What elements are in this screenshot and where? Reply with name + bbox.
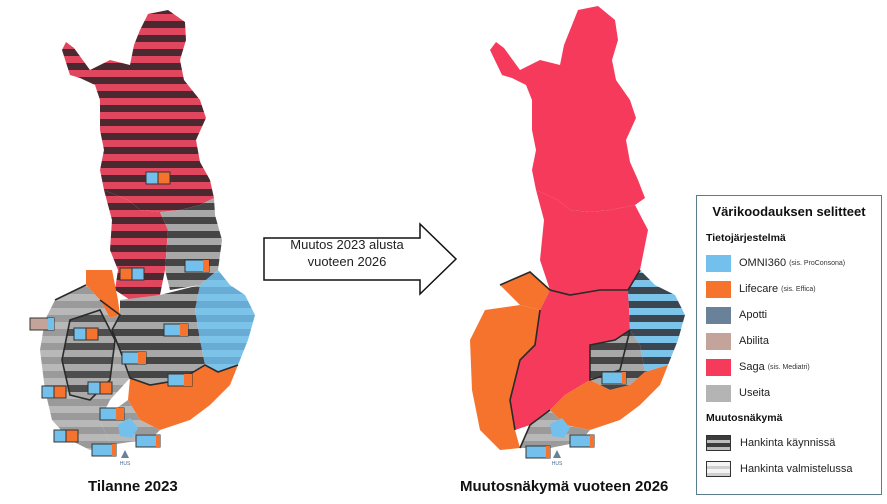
legend-pattern-preparing: Hankinta valmistelussa bbox=[706, 460, 853, 478]
swatch-omni360 bbox=[706, 254, 731, 272]
hus-marker-icon bbox=[121, 450, 129, 458]
region-central-ostrobothnia bbox=[86, 270, 120, 318]
legend-item-lifecare: Lifecare (sis. Effica) bbox=[706, 280, 816, 298]
region-north-karelia bbox=[195, 270, 255, 372]
swatch-apotti bbox=[706, 306, 731, 324]
map-2023: HUS bbox=[29, 10, 255, 467]
arrow-line-1: Muutos 2023 alusta bbox=[290, 237, 404, 252]
hus-marker-icon bbox=[553, 450, 561, 458]
arrow-label: Muutos 2023 alusta vuoteen 2026 bbox=[262, 236, 432, 270]
legend-section-change: Muutosnäkymä bbox=[706, 412, 783, 424]
region-north-ostrobothnia bbox=[536, 190, 648, 295]
region-south-east bbox=[550, 365, 668, 430]
arrow-shape bbox=[263, 222, 458, 296]
hus-label: HUS bbox=[120, 461, 131, 467]
legend-title: Värikoodauksen selitteet bbox=[712, 204, 866, 219]
region-hus bbox=[550, 418, 570, 438]
legend-item-abilita: Abilita bbox=[706, 332, 769, 350]
legend-section-systems: Tietojärjestelmä bbox=[706, 232, 786, 244]
change-arrow: Muutos 2023 alusta vuoteen 2026 bbox=[262, 222, 460, 296]
region-borders bbox=[499, 269, 641, 449]
pattern-light-stripes bbox=[706, 461, 731, 477]
region-lapland bbox=[62, 10, 214, 212]
swatch-useita bbox=[706, 384, 731, 402]
legend-pattern-in-progress: Hankinta käynnissä bbox=[706, 434, 835, 452]
swatch-lifecare bbox=[706, 280, 731, 298]
region-south-east bbox=[128, 365, 238, 430]
region-central-finland bbox=[510, 290, 630, 430]
swatch-saga bbox=[706, 358, 731, 376]
region-north-karelia bbox=[628, 270, 685, 372]
legend-item-saga: Saga (sis. Mediatri) bbox=[706, 358, 810, 376]
region-west bbox=[470, 305, 540, 450]
region-central-ostrobothnia bbox=[500, 272, 550, 310]
indicator-boxes bbox=[29, 171, 210, 457]
region-hus bbox=[118, 418, 138, 438]
legend-item-apotti: Apotti bbox=[706, 306, 767, 324]
map-2026: HUS bbox=[470, 6, 685, 467]
legend-item-omni360: OMNI360 (sis. ProConsona) bbox=[706, 254, 845, 272]
region-lapland bbox=[490, 6, 645, 212]
legend: Värikoodauksen selitteet Tietojärjestelm… bbox=[696, 195, 882, 495]
caption-2023: Tilanne 2023 bbox=[88, 478, 178, 495]
hus-label: HUS bbox=[552, 461, 563, 467]
indicator-boxes bbox=[525, 371, 627, 459]
legend-item-useita: Useita bbox=[706, 384, 770, 402]
swatch-abilita bbox=[706, 332, 731, 350]
pattern-dark-stripes bbox=[706, 435, 731, 451]
caption-2026: Muutosnäkymä vuoteen 2026 bbox=[460, 478, 669, 495]
arrow-line-2: vuoteen 2026 bbox=[307, 254, 387, 269]
